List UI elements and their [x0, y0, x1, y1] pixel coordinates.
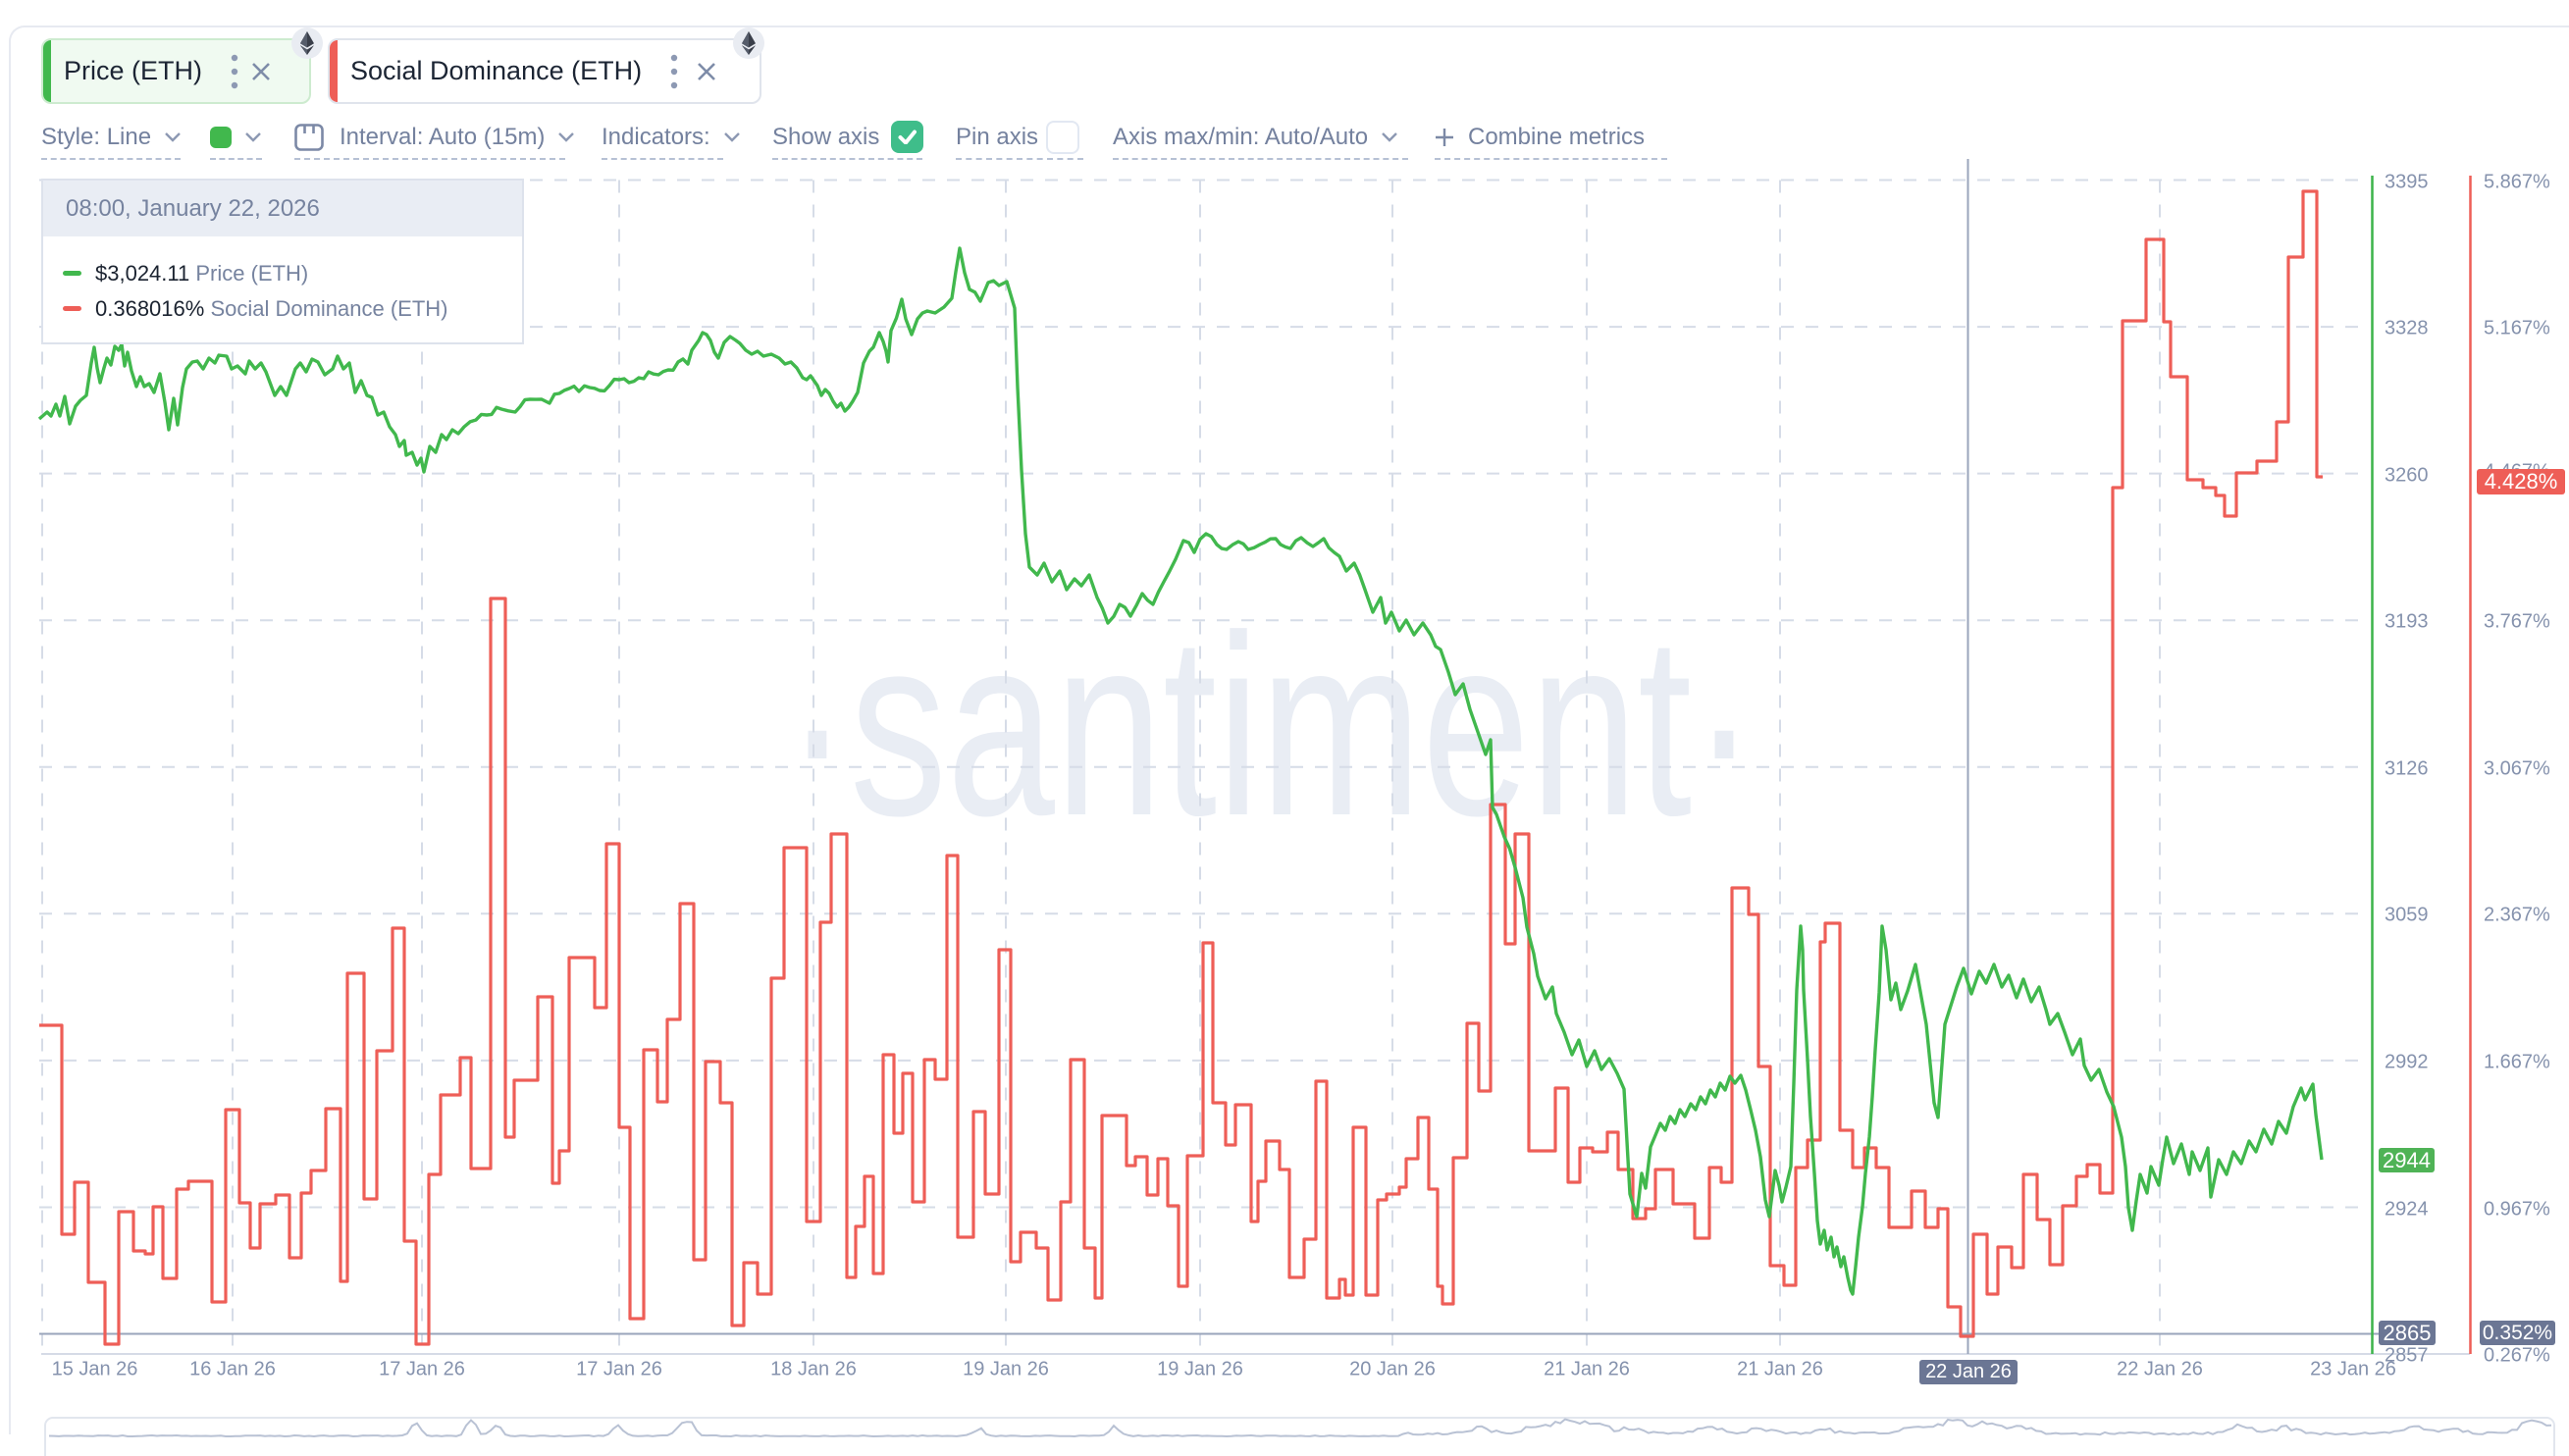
- svg-text:·santiment·: ·santiment·: [785, 582, 1756, 869]
